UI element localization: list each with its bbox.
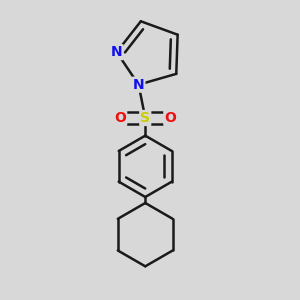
- Text: N: N: [133, 78, 144, 92]
- Text: S: S: [140, 111, 150, 125]
- Text: O: O: [114, 111, 126, 125]
- Text: N: N: [111, 45, 122, 59]
- Text: O: O: [164, 111, 176, 125]
